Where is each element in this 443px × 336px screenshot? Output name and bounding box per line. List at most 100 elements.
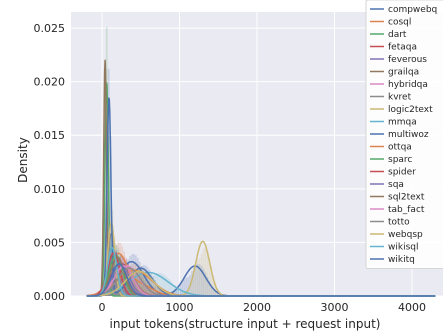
legend-box [365,0,443,269]
histogram-bar-grailqa-4 [107,286,110,296]
histogram-bar-totto-25 [146,286,149,296]
x-tick-label-4: 4000 [398,301,426,314]
histogram-bar-mmqa-18 [133,273,135,296]
histogram-bar-logic2text-24 [206,251,209,296]
x-axis-label: input tokens(structure input + request i… [110,317,381,331]
histogram-bar-mmqa-28 [152,275,155,296]
histogram-bar-mmqa-41 [177,288,180,296]
histogram-bar-totto-24 [144,283,147,296]
histogram-bar-ottqa-28 [152,285,155,296]
histogram-bar-logic2text-17 [193,270,195,296]
histogram-bar-feverous-13 [123,289,126,296]
histogram-bar-compwebq-55 [204,272,207,296]
histogram-bar-ottqa-31 [158,286,160,296]
histogram-bar-mmqa-45 [185,293,188,296]
histogram-bar-webqsp-16 [133,268,135,296]
histogram-bar-logic2text-18 [195,263,197,296]
y-tick-label-3: 0.015 [34,129,66,142]
histogram-bar-compwebq-5 [107,288,110,296]
histogram-bar-mmqa-9 [115,291,118,296]
histogram-bar-compwebq-62 [218,293,220,296]
histogram-bar-sparc-16 [129,290,131,296]
legend-label-fetaqa: fetaqa [388,43,417,53]
histogram-bar-mmqa-36 [167,278,170,296]
histogram-bar-totto-29 [154,293,157,296]
histogram-bar-multiwoz-6 [113,289,116,296]
histogram-bar-compwebq-51 [196,263,199,296]
histogram-bar-cosql-30 [156,290,158,296]
histogram-bar-mmqa-13 [123,283,126,296]
density-curve-wikitq [86,263,436,297]
histogram-bar-logic2text-13 [185,291,188,296]
legend-label-compwebq: compwebq [388,5,437,15]
legend-label-webqsp: webqsp [388,230,423,240]
histogram-bar-multiwoz-27 [154,280,157,296]
histogram-bar-webqsp-18 [136,270,139,296]
histogram-bar-mmqa-37 [169,280,172,296]
legend-label-sql2text: sql2text [388,193,425,203]
histogram-bar-hybridqa-18 [133,270,135,296]
legend-label-kvret: kvret [388,93,412,103]
histogram-bar-logic2text-16 [191,277,193,296]
histogram-bar-logic2text-20 [198,258,201,296]
histogram-bar-multiwoz-7 [115,291,118,296]
histogram-bar-logic2text-27 [212,275,215,296]
histogram-bar-logic2text-14 [187,288,189,296]
histogram-bar-ottqa-27 [150,283,153,296]
histogram-bar-mmqa-17 [131,275,133,296]
legend: compwebq cosql dart fetaqa feverous grailqa hy… [365,0,443,269]
y-tick-label-0: 0.000 [34,290,66,303]
histogram-bar-tab_fact-10 [117,265,120,296]
histogram-bar-grailqa-10 [119,268,122,296]
histogram-bar-webqsp-22 [144,279,147,296]
legend-label-wikitq: wikitq [388,255,415,265]
histogram-bar-compwebq-41 [177,284,180,296]
histogram-bar-cosql-10 [117,242,120,296]
histogram-bar-cosql-21 [138,285,141,296]
legend-label-ottqa: ottqa [388,143,412,153]
histogram-bar-wikitq-11 [119,262,122,296]
histogram-bar-fetaqa-23 [142,292,145,296]
histogram-bar-mmqa-32 [160,273,162,296]
histogram-bar-spider-13 [123,287,126,296]
histogram-bar-compwebq-43 [181,280,184,296]
x-axis-ticks: 0 1000 2000 3000 4000 [99,301,427,314]
legend-label-spider: spider [388,168,416,178]
histogram-bar-compwebq-45 [185,277,188,296]
legend-label-totto: totto [388,218,410,228]
histogram-bar-mmqa-6 [109,292,112,296]
histogram-bar-multiwoz-17 [134,274,137,296]
histogram-bar-multiwoz-11 [123,284,126,296]
histogram-bar-hybridqa-11 [119,267,122,296]
histogram-bar-fetaqa-17 [131,273,133,296]
y-axis-ticks: 0.000 0.005 0.010 0.015 0.020 0.025 [34,22,66,303]
histogram-bar-totto-9 [115,278,118,296]
histogram-bar-grailqa-19 [136,285,139,296]
histogram-bar-mmqa-35 [165,276,168,296]
histogram-bar-mmqa-34 [164,275,166,296]
density-curves [86,59,436,297]
legend-label-feverous: feverous [388,55,427,65]
x-tick-label-2: 2000 [243,301,271,314]
histogram-bar-webqsp-3 [107,294,110,296]
histogram-bar-hybridqa-28 [152,292,155,296]
x-tick-label-3: 3000 [321,301,349,314]
histogram-bar-sql2text-14 [125,280,127,296]
histogram-bar-hybridqa-22 [140,277,143,296]
histogram-bar-multiwoz-18 [136,271,139,296]
histogram-bar-totto-14 [125,276,127,296]
histogram-bar-webqsp-6 [113,291,116,296]
histogram-bar-sql2text-16 [129,288,131,296]
histogram-bar-hybridqa-23 [142,280,145,296]
histogram-bar-compwebq-48 [191,270,193,296]
y-axis-label: Density [16,137,30,183]
histogram-bar-wikitq-7 [111,278,114,296]
histogram-bar-cosql-29 [154,289,157,296]
histogram-bar-logic2text-22 [202,248,205,296]
histogram-bar-logic2text-28 [214,282,217,296]
histogram-bar-compwebq-49 [193,267,195,296]
histogram-bar-compwebq-44 [183,278,186,296]
histogram-bar-hybridqa-29 [154,293,157,296]
histogram-bar-hybridqa-24 [144,283,147,296]
histogram-bar-grailqa-8 [115,277,118,296]
